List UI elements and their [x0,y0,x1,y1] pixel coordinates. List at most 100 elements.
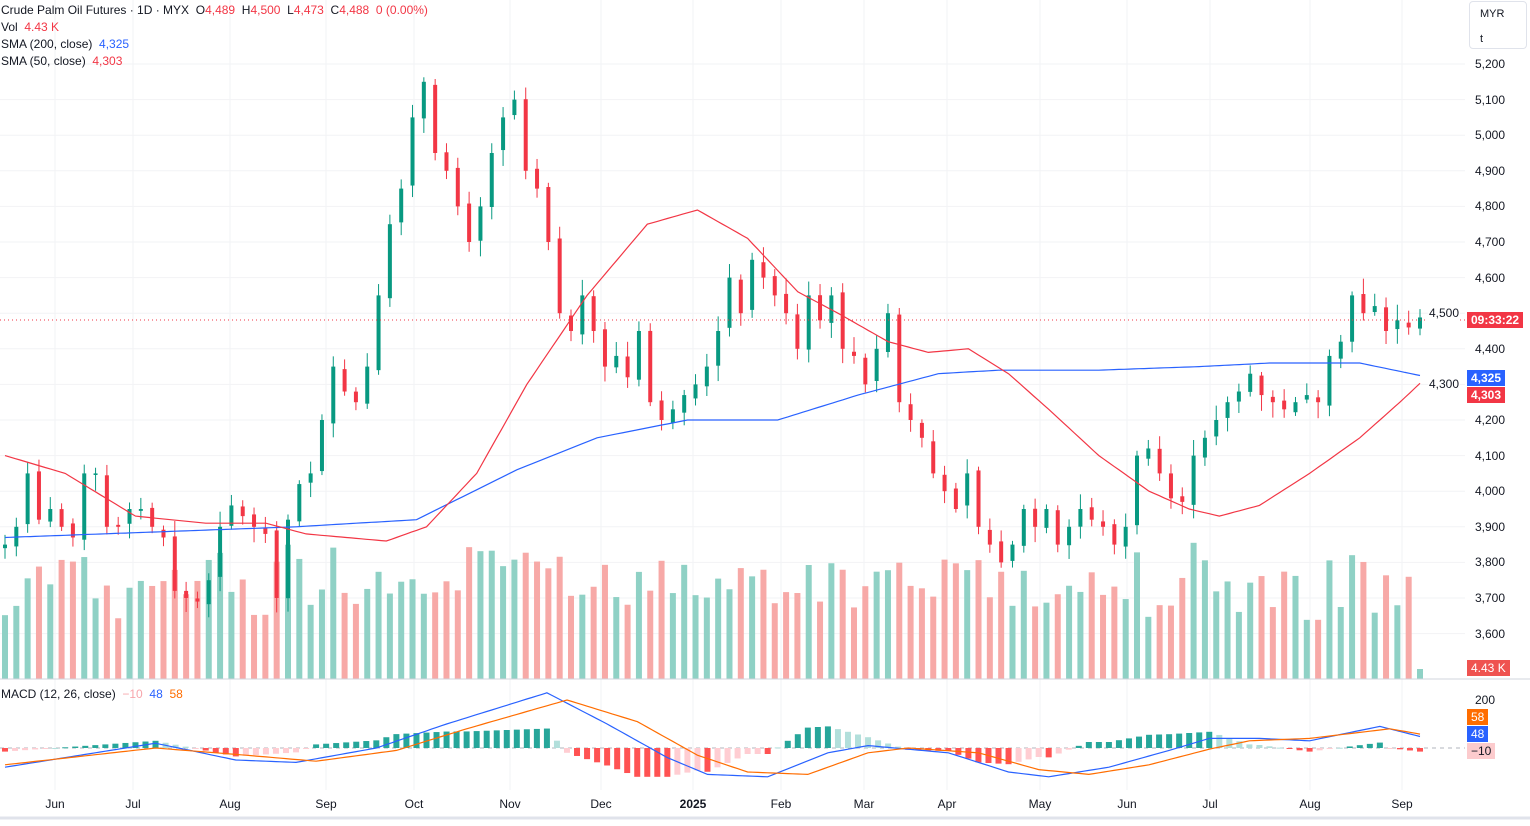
time-tick: Oct [404,797,424,811]
candle-body [70,523,75,538]
candle-body [1135,455,1139,526]
unit-selector[interactable]: MYR t [1469,1,1527,49]
macd-histogram-bar [1246,744,1253,748]
volume-bar [975,560,982,679]
sma50-line [4,209,1421,542]
candle-body [501,117,506,151]
macd-histogram-bar [1055,748,1062,754]
macd-histogram-bar [1075,745,1082,748]
macd-signal-tag: 58 [1467,709,1489,725]
volume-bar [1088,572,1095,679]
macd-histogram-bar [222,748,229,755]
candle-body [863,357,868,385]
candle-body [297,484,302,522]
volume-bar [58,559,65,679]
volume-bar [47,584,54,679]
candle-body [1214,420,1219,437]
volume-bar [115,618,122,679]
price-tick: 4,100 [1475,448,1506,463]
price-tick: 3,600 [1475,626,1506,641]
macd-hist-value: −10 [122,687,143,701]
candle-body [591,296,596,331]
candle-body [682,395,687,413]
macd-histogram-bar [92,745,99,748]
macd-histogram-bar [423,732,430,748]
macd-histogram-bar [453,731,460,748]
time-tick: Aug [219,797,241,811]
macd-histogram-bar [1216,734,1223,748]
macd-histogram-bar [1136,736,1143,748]
macd-histogram-bar [313,744,320,748]
macd-histogram-bar [182,746,189,748]
candle-body [1202,437,1207,458]
candle-body [206,580,211,605]
macd-histogram-bar [353,741,360,748]
volume-bar [896,562,903,679]
macd-histogram-bar [1346,746,1353,748]
volume-bar [1258,576,1265,679]
volume-legend[interactable]: Vol 4.43 K [1,19,59,36]
candle-body [1078,509,1083,527]
macd-histogram-bar [1196,732,1203,748]
macd-histogram-bar [1256,745,1263,748]
signal-line [4,699,1421,776]
macd-histogram-bar [483,730,490,748]
macd-histogram-bar [814,727,821,748]
volume-bar [1292,575,1299,679]
macd-histogram-bar [1326,748,1333,750]
volume-bar [2,615,8,679]
candle-body [784,293,789,314]
volume-bar [1371,612,1378,679]
macd-histogram-bar [513,729,520,748]
macd-histogram-bar [694,748,701,771]
volume-bar [1156,605,1163,679]
candle-body [1384,307,1389,331]
volume-bar [1247,582,1254,679]
volume-bar [873,571,880,679]
sma50-legend[interactable]: SMA (50, close) 4,303 [1,53,122,70]
open-label: O [195,3,206,17]
high-value: 4,500 [250,3,281,17]
candle-body [874,348,879,382]
volume-bar [432,592,439,679]
volume-bar [81,557,88,679]
volume-bar [862,586,869,679]
macd-histogram-bar [965,748,972,759]
macd-histogram-bar [684,748,691,773]
macd-histogram-bar [363,741,370,748]
candle-body [716,331,721,366]
candle-body [852,351,856,356]
volume-bar [466,547,473,679]
volume-bar [35,566,42,679]
time-tick: May [1028,797,1052,811]
candle-body [1304,395,1309,400]
macd-legend[interactable]: MACD (12, 26, close) −10 48 58 [1,686,183,703]
macd-histogram-bar [323,743,330,748]
volume-bar [1201,560,1208,679]
volume-bar [1043,602,1050,679]
volume-bar [522,552,529,679]
macd-histogram-bar [1115,740,1122,748]
volume-bar [681,564,688,679]
macd-histogram-bar [553,740,560,748]
macd-tag: 48 [1467,726,1489,742]
macd-histogram-bar [1266,746,1273,748]
candle-body [48,509,53,522]
macd-histogram-bar [1125,738,1132,748]
candle-body [218,526,223,577]
macd-histogram-bar [624,748,631,774]
volume-bar [1077,591,1084,679]
macd-histogram-bar [1306,748,1313,752]
volume-bar [1383,575,1390,679]
candle-body [818,295,823,321]
volume-bar [341,592,348,679]
candle-body [1406,322,1411,328]
candle-body [1282,400,1287,410]
volume-bar [1326,560,1333,679]
volume-bar [477,551,484,679]
macd-histogram-bar [574,748,581,756]
sma200-legend[interactable]: SMA (200, close) 4,325 [1,36,129,53]
candle-body [1293,402,1298,413]
volume-bar [568,595,574,679]
